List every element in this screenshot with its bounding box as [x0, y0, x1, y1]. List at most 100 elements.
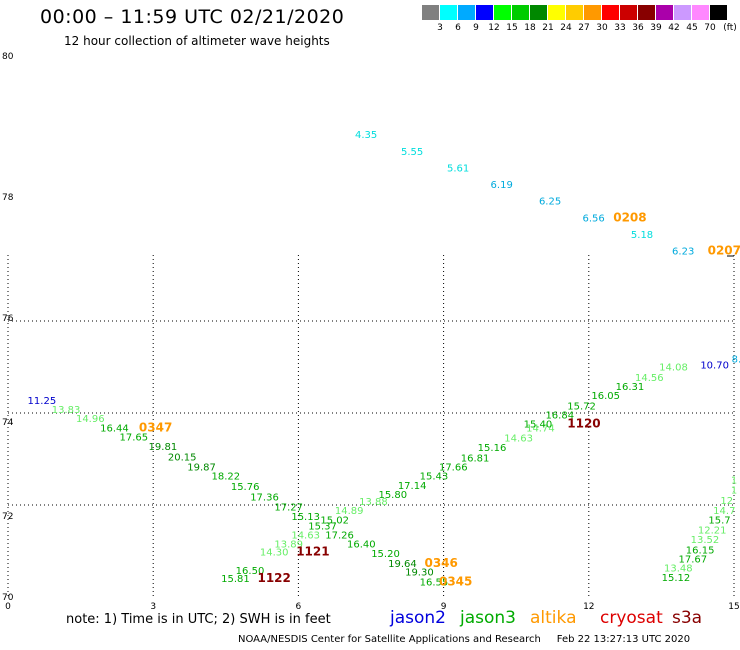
wave-height-label: 15.7	[708, 515, 730, 526]
wave-height-label: 17.14	[398, 481, 427, 492]
wave-height-label: 14.74	[526, 423, 555, 434]
color-swatch-label: 30	[596, 23, 608, 33]
wave-height-label: 17.65	[120, 433, 149, 444]
wave-height-label: 15.43	[420, 472, 449, 483]
color-swatch	[494, 5, 511, 20]
color-swatch-label: 27	[578, 23, 590, 33]
wave-height-label: 17.36	[250, 492, 279, 503]
lat-tick-label: 78	[2, 193, 14, 203]
color-swatch	[548, 5, 565, 20]
wave-height-label: 19.30	[405, 567, 434, 578]
pass-time-label: 0346	[424, 556, 457, 570]
legend-cryosat: cryosat	[600, 608, 663, 628]
page-title: 00:00 – 11:59 UTC 02/21/2020	[40, 6, 345, 28]
wave-height-label: 1	[731, 475, 737, 486]
wave-height-label: 16.15	[686, 545, 715, 556]
wave-height-label: 15.20	[371, 549, 400, 560]
wave-height-label: 17.26	[325, 531, 354, 542]
footer-credit: NOAA/NESDIS Center for Satellite Applica…	[238, 634, 691, 645]
color-swatch-label: 3	[437, 23, 443, 33]
wave-height-label: 19.64	[388, 559, 417, 570]
wave-height-label: 6.23	[672, 247, 694, 258]
wave-height-label: 16.05	[591, 391, 620, 402]
wave-height-label: 14.56	[635, 373, 664, 384]
wave-height-label: 15.80	[378, 490, 407, 501]
color-swatch-label: 36	[632, 23, 644, 33]
wave-height-label: 14.89	[335, 506, 364, 517]
lat-tick-label: 72	[2, 512, 13, 522]
wave-height-label: 14.63	[504, 434, 533, 445]
color-swatch-label: 21	[542, 23, 554, 33]
wave-height-label: 15.40	[524, 420, 553, 431]
lat-tick-label: 74	[2, 418, 14, 428]
color-swatch	[638, 5, 655, 20]
wave-height-label: 17.27	[274, 503, 303, 514]
color-swatch-label: 6	[455, 23, 461, 33]
wave-height-label: 15.37	[308, 521, 337, 532]
wave-height-label: 6.25	[539, 197, 561, 208]
lat-tick-label: 80	[2, 52, 14, 62]
wave-height-label: 16.81	[461, 453, 490, 464]
wave-height-label: 16.84	[545, 411, 574, 422]
wave-height-label: 13.88	[359, 497, 388, 508]
wave-height-label: 14.63	[291, 531, 320, 542]
axis-ticks: 0 3 6 9 12 15 80 78 76 74 72 70	[2, 52, 740, 612]
color-swatch	[440, 5, 457, 20]
wave-height-label: 15.81	[221, 574, 250, 585]
lat-tick-label: 76	[2, 314, 14, 324]
color-swatch	[656, 5, 673, 20]
wave-height-label: 10.70	[700, 360, 729, 371]
color-swatch-label: 9	[473, 23, 479, 33]
wave-height-label: 20.15	[168, 452, 197, 463]
wave-height-label: 19.87	[187, 463, 216, 474]
color-swatch	[674, 5, 691, 20]
wave-height-label: 13.83	[52, 405, 81, 416]
wave-height-label: 15.76	[231, 482, 260, 493]
wave-height-label: 14.7	[713, 506, 735, 517]
wave-height-label: 16.31	[616, 382, 645, 393]
lat-tick-label: 70	[2, 593, 14, 603]
legend-s3a: s3a	[672, 608, 703, 628]
color-swatch-label: 12	[488, 23, 500, 33]
wave-height-label: 15.72	[567, 401, 596, 412]
pass-time-label: 1122	[257, 571, 290, 585]
wave-height-label: 15.13	[291, 512, 320, 523]
color-swatch	[566, 5, 583, 20]
color-swatch-label: 24	[560, 23, 572, 33]
color-swatch	[584, 5, 601, 20]
color-swatch	[602, 5, 619, 20]
wave-height-label: 8.	[732, 354, 740, 365]
page-subtitle: 12 hour collection of altimeter wave hei…	[64, 34, 330, 48]
pass-time-label: 1120	[567, 417, 600, 431]
color-swatch-label: 33	[614, 23, 626, 33]
lon-tick-label: 15	[728, 602, 739, 612]
color-swatch	[512, 5, 529, 20]
legend-altika: altika	[530, 608, 577, 628]
color-swatch	[458, 5, 475, 20]
legend-jason3: jason3	[460, 608, 516, 628]
wave-height-label: 13.48	[664, 564, 693, 575]
color-swatch-label: 45	[686, 23, 698, 33]
lon-tick-label: 12	[583, 602, 594, 612]
wave-height-label: 15.02	[320, 515, 349, 526]
wave-height-label: 13.52	[691, 535, 720, 546]
wave-height-label: 19.81	[149, 442, 178, 453]
observation-labels: 4.35 5.55 5.61 6.19 6.25 6.56 0208 5.18 6.23 0207…	[28, 130, 740, 588]
wave-height-label: 17.66	[439, 463, 468, 474]
wave-height-label: 17.67	[679, 555, 708, 566]
wave-height-label: 5.61	[447, 163, 469, 174]
color-swatch-label: 39	[650, 23, 662, 33]
note-text: note: 1) Time is in UTC; 2) SWH is in fe…	[66, 612, 331, 627]
pass-time-label: 0207	[708, 244, 740, 258]
pass-time-label: 0345	[439, 575, 472, 589]
color-swatch	[422, 5, 439, 20]
color-swatch	[710, 5, 727, 20]
legend-jason2: jason2	[390, 608, 446, 628]
pass-time-label: 0208	[613, 210, 646, 224]
lon-tick-label: 9	[441, 602, 447, 612]
color-swatch-label: 15	[506, 23, 518, 33]
wave-height-label: 14.08	[659, 363, 688, 374]
wave-height-label: 13.89	[274, 539, 303, 550]
wave-height-label: 12.21	[698, 526, 727, 537]
map-grid	[7, 255, 735, 597]
